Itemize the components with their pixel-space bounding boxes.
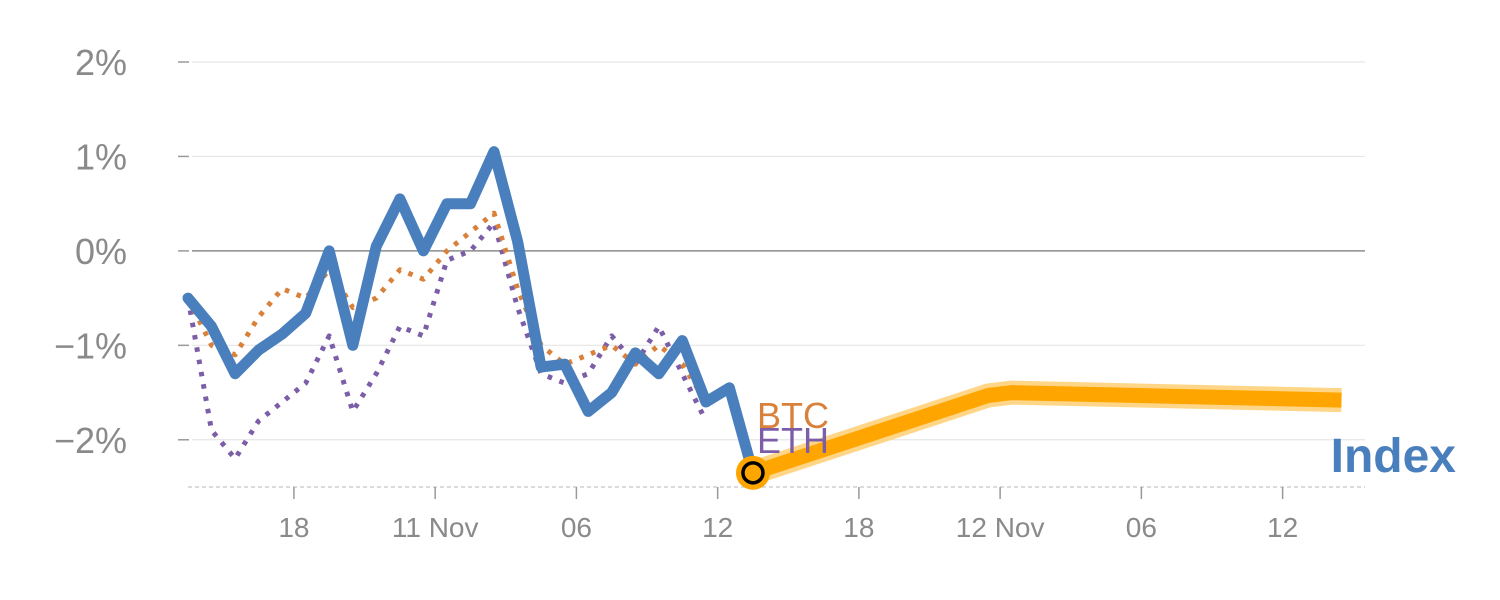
y-tick-label: −2% — [54, 420, 127, 461]
x-tick-label: 18 — [843, 512, 874, 543]
series-line-index — [182, 146, 759, 479]
series-lines — [182, 146, 1342, 485]
x-axis: 18 11 Nov 06 12 18 12 Nov 06 12 — [188, 486, 1365, 543]
y-tick-label: 2% — [75, 42, 127, 83]
x-tick-label: 06 — [561, 512, 592, 543]
x-tick-label: 11 Nov — [392, 512, 479, 543]
series-labels: BTC ETH Index — [757, 395, 1456, 483]
y-tick-label: 1% — [75, 136, 127, 177]
x-tick-label: 12 — [1267, 512, 1298, 543]
series-label-btc: BTC — [757, 395, 829, 436]
series-line-projection — [750, 385, 1342, 480]
series-line-btc — [185, 210, 709, 404]
x-tick-label: 18 — [278, 512, 309, 543]
series-line-eth — [185, 220, 709, 462]
marker-dot — [741, 461, 765, 485]
x-tick-label: 12 — [702, 512, 733, 543]
grid-lines — [192, 61, 1365, 441]
series-label-eth: ETH — [757, 420, 829, 461]
current-point-marker — [735, 455, 770, 490]
series-label-index: Index — [1331, 430, 1457, 483]
y-tick-label: −1% — [54, 325, 127, 366]
y-axis: 2% 1% 0% −1% −2% — [54, 42, 189, 461]
x-tick-label: 06 — [1126, 512, 1157, 543]
y-tick-label: 0% — [75, 231, 127, 272]
x-tick-label: 12 Nov — [956, 512, 1045, 543]
